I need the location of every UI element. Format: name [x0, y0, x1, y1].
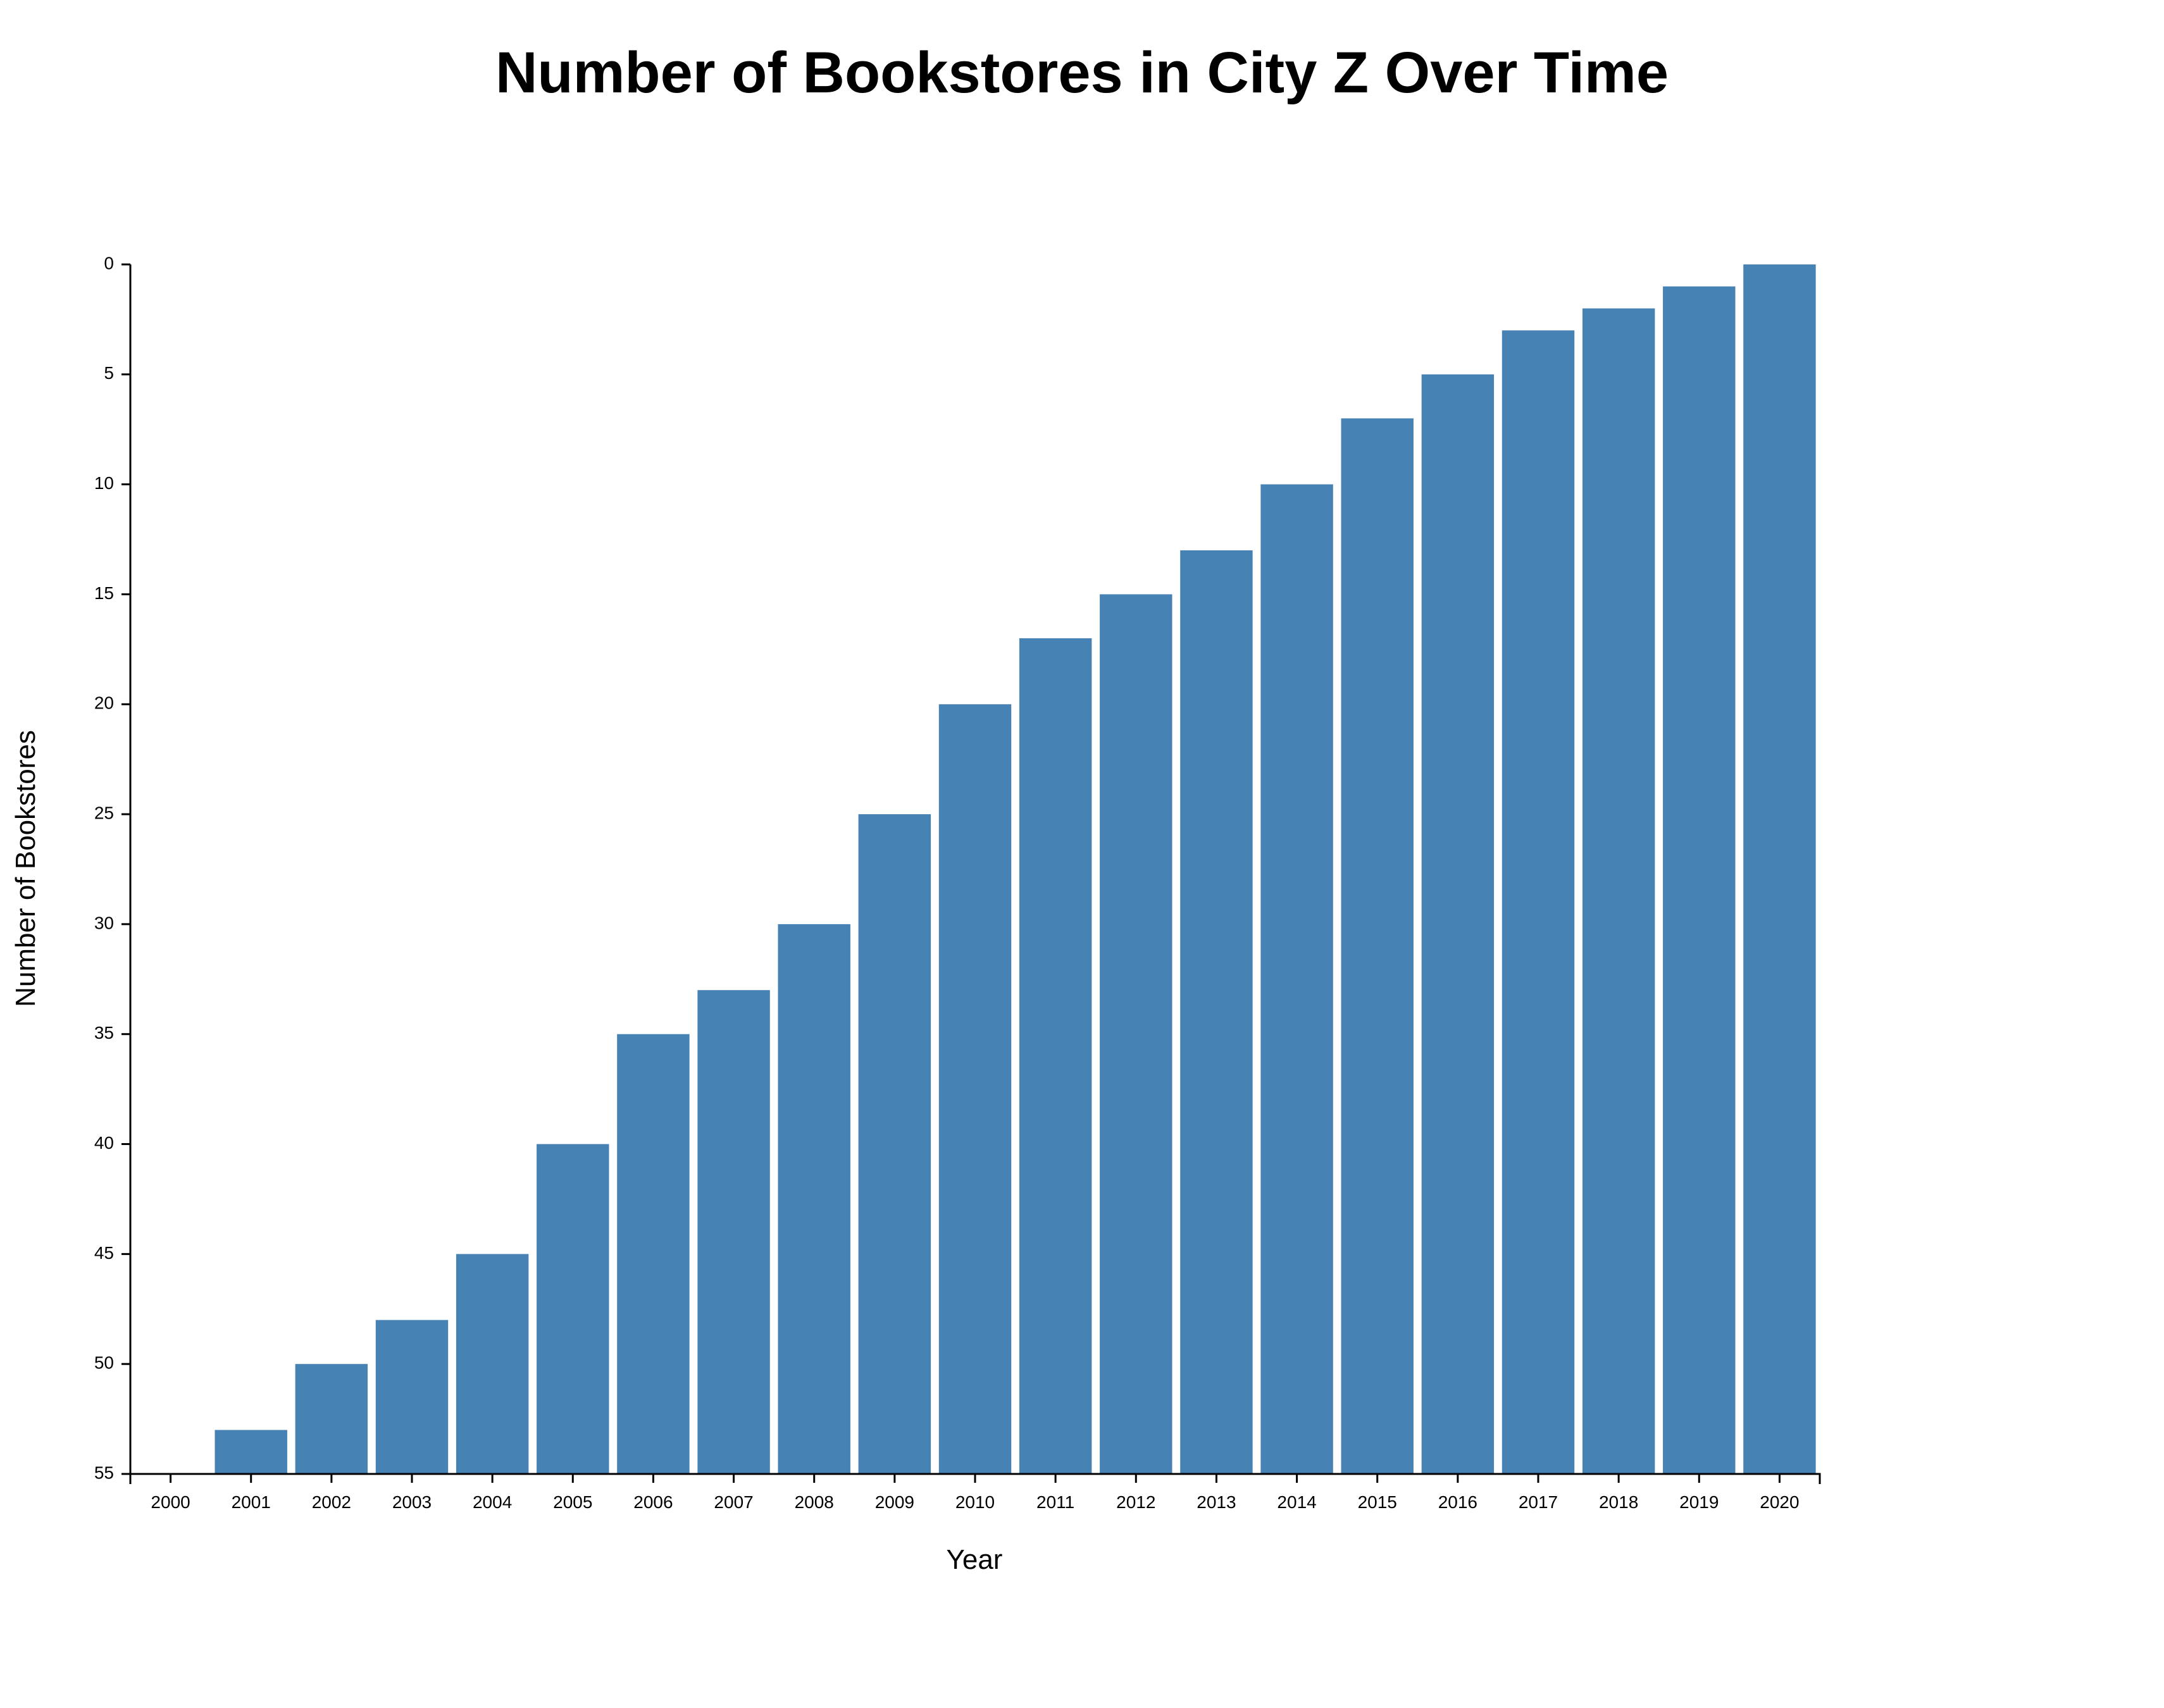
x-tick-label: 2000 [151, 1492, 190, 1512]
bar-2005 [537, 1144, 609, 1474]
x-tick-label: 2006 [633, 1492, 673, 1512]
y-tick-label: 10 [94, 473, 114, 493]
x-tick-label: 2001 [232, 1492, 271, 1512]
bar-2008 [778, 924, 850, 1474]
x-tick-label: 2005 [553, 1492, 592, 1512]
x-tick-label: 2011 [1036, 1492, 1074, 1512]
x-tick-label: 2007 [714, 1492, 753, 1512]
y-axis-title: Number of Bookstores [10, 730, 41, 1007]
bar-2015 [1341, 418, 1414, 1474]
x-tick-label: 2019 [1679, 1492, 1719, 1512]
y-tick-label: 40 [94, 1133, 114, 1153]
bar-2019 [1663, 286, 1736, 1474]
bar-2002 [295, 1364, 368, 1474]
bar-2009 [858, 814, 931, 1474]
bar-2017 [1502, 330, 1575, 1474]
y-tick-label: 25 [94, 803, 114, 822]
x-tick-label: 2013 [1197, 1492, 1236, 1512]
bar-2012 [1100, 594, 1172, 1475]
y-tick-label: 20 [94, 693, 114, 713]
x-tick-label: 2003 [392, 1492, 432, 1512]
y-tick-label: 30 [94, 913, 114, 932]
bar-2007 [697, 990, 770, 1474]
x-axis-title: Year [947, 1544, 1003, 1575]
bar-2014 [1260, 484, 1333, 1474]
y-tick-label: 5 [104, 363, 114, 383]
bar-2018 [1582, 308, 1655, 1474]
x-tick-label: 2008 [795, 1492, 834, 1512]
x-tick-label: 2017 [1519, 1492, 1558, 1512]
bar-2001 [215, 1430, 287, 1474]
y-tick-label: 35 [94, 1023, 114, 1043]
y-axis: 0 5 10 15 20 25 30 35 40 45 50 55 [94, 253, 132, 1482]
x-tick-label: 2010 [955, 1492, 995, 1512]
bar-2006 [617, 1034, 690, 1474]
bars [215, 264, 1816, 1475]
bar-2013 [1180, 550, 1253, 1475]
bar-2010 [938, 704, 1012, 1474]
bar-2004 [456, 1254, 529, 1474]
x-tick-label: 2009 [875, 1492, 914, 1512]
x-tick-label: 2016 [1438, 1492, 1477, 1512]
x-tick-label: 2020 [1760, 1492, 1799, 1512]
x-tick-label: 2014 [1277, 1492, 1316, 1512]
y-tick-label: 45 [94, 1243, 114, 1263]
x-tick-label: 2002 [312, 1492, 351, 1512]
bar-2020 [1743, 264, 1816, 1474]
y-tick-label: 55 [94, 1463, 114, 1482]
x-tick-label: 2015 [1358, 1492, 1397, 1512]
y-tick-label: 0 [104, 253, 114, 273]
y-tick-label: 50 [94, 1353, 114, 1373]
x-tick-label: 2018 [1599, 1492, 1638, 1512]
chart-title: Number of Bookstores in City Z Over Time [495, 40, 1669, 105]
bar-2003 [375, 1320, 449, 1474]
x-tick-label: 2012 [1116, 1492, 1155, 1512]
bar-2016 [1421, 374, 1495, 1474]
y-tick-label: 15 [94, 583, 114, 603]
x-tick-label: 2004 [473, 1492, 512, 1512]
bar-2011 [1019, 638, 1092, 1474]
x-axis: 2000 2001 2002 2003 2004 2005 2006 2007 2008 2009… [129, 1473, 1821, 1512]
